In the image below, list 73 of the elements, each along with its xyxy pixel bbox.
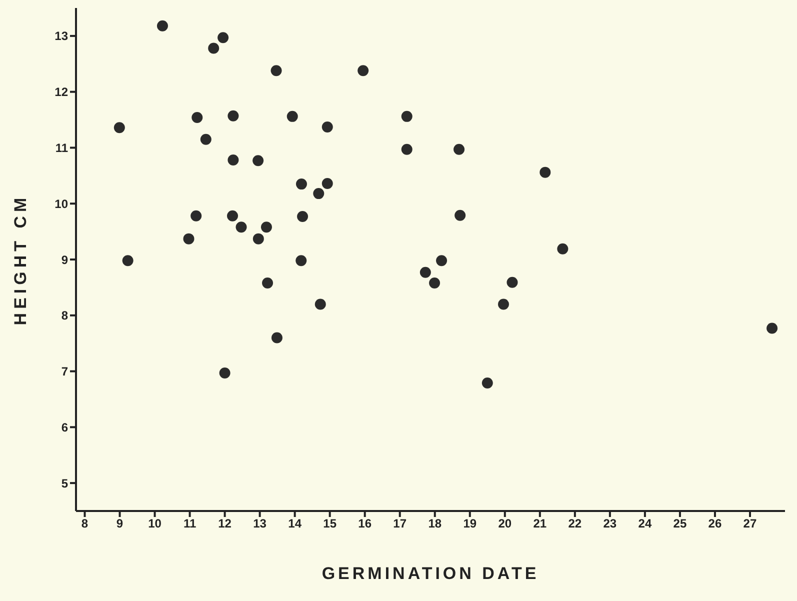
point bbox=[252, 233, 264, 244]
y-axis-title: HEIGHT CM bbox=[11, 194, 30, 326]
y-tick-label: 8 bbox=[61, 308, 68, 323]
x-axis-title: GERMINATION DATE bbox=[322, 564, 540, 583]
x-tick-label: 8 bbox=[81, 516, 88, 531]
x-tick-label: 25 bbox=[673, 516, 687, 531]
point bbox=[252, 155, 264, 166]
x-tick-label: 17 bbox=[393, 516, 407, 531]
y-tick-label: 13 bbox=[54, 29, 68, 44]
point bbox=[540, 166, 551, 178]
point bbox=[114, 122, 125, 134]
point bbox=[236, 222, 247, 233]
point bbox=[219, 367, 230, 378]
x-tick-label: 24 bbox=[638, 516, 652, 531]
point bbox=[296, 178, 307, 190]
point bbox=[262, 277, 274, 288]
point bbox=[322, 122, 333, 133]
x-tick-label: 11 bbox=[183, 516, 196, 531]
point bbox=[200, 134, 212, 145]
point bbox=[122, 255, 134, 266]
point bbox=[322, 178, 333, 189]
x-tick-label: 18 bbox=[428, 516, 442, 531]
point bbox=[482, 378, 493, 389]
point bbox=[358, 65, 369, 76]
point bbox=[228, 154, 239, 166]
y-tick-label: 6 bbox=[61, 420, 68, 434]
point bbox=[296, 255, 307, 266]
x-tick-label: 14 bbox=[288, 516, 302, 531]
y-tick-label: 9 bbox=[61, 252, 68, 267]
x-tick-label: 26 bbox=[708, 516, 722, 531]
point bbox=[227, 210, 238, 222]
point bbox=[429, 277, 440, 288]
point bbox=[208, 42, 220, 54]
x-tick-label: 9 bbox=[116, 516, 124, 531]
x-tick-label: 19 bbox=[463, 516, 477, 531]
y-tick-label: 12 bbox=[54, 85, 68, 100]
y-tick-label: 5 bbox=[61, 476, 68, 490]
point bbox=[401, 144, 412, 155]
point bbox=[271, 332, 282, 344]
y-tick-label: 11 bbox=[55, 140, 68, 155]
point bbox=[498, 298, 509, 310]
point bbox=[454, 144, 465, 155]
point bbox=[297, 210, 308, 222]
point bbox=[506, 276, 518, 288]
point bbox=[286, 110, 298, 122]
point bbox=[218, 32, 229, 44]
x-tick-label: 10 bbox=[148, 516, 162, 531]
x-tick-label: 20 bbox=[498, 516, 512, 531]
y-tick-label: 10 bbox=[54, 196, 68, 211]
point bbox=[192, 112, 203, 124]
x-tick-label: 16 bbox=[358, 516, 372, 531]
point bbox=[436, 255, 448, 266]
point bbox=[401, 110, 412, 122]
point bbox=[766, 322, 778, 334]
point bbox=[420, 266, 431, 278]
x-tick-label: 13 bbox=[253, 516, 267, 531]
point bbox=[314, 298, 326, 310]
x-tick-label: 22 bbox=[568, 516, 582, 531]
point bbox=[190, 210, 202, 222]
point bbox=[454, 210, 466, 221]
point bbox=[260, 222, 272, 233]
point bbox=[183, 233, 194, 244]
point bbox=[228, 110, 239, 122]
point bbox=[557, 243, 568, 254]
point bbox=[313, 188, 324, 200]
x-tick-label: 12 bbox=[218, 516, 232, 531]
x-tick-label: 21 bbox=[533, 516, 547, 531]
point bbox=[156, 20, 168, 32]
point bbox=[270, 65, 282, 76]
x-tick-label: 15 bbox=[323, 516, 337, 531]
x-tick-label: 23 bbox=[603, 516, 617, 531]
y-tick-label: 7 bbox=[61, 364, 68, 379]
x-tick-label: 27 bbox=[743, 516, 757, 531]
